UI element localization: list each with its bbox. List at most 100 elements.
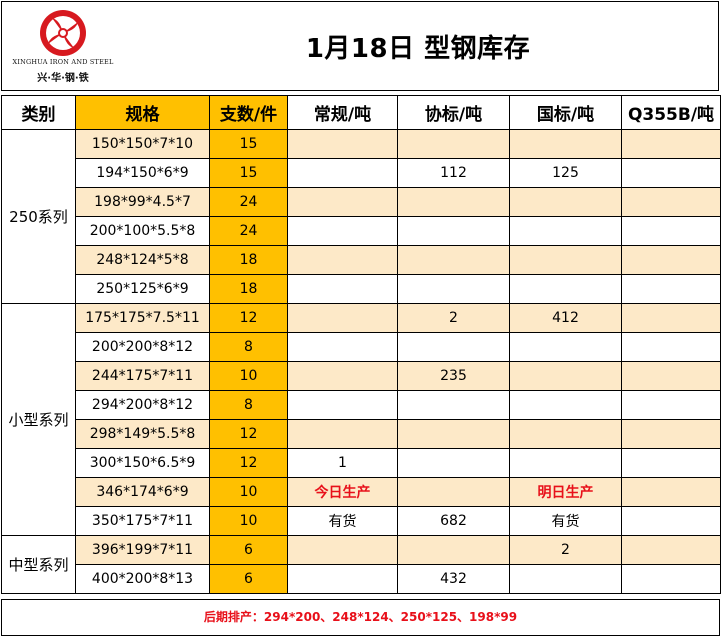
spec-cell: 346*174*6*9 [75, 477, 210, 507]
regular-cell [287, 158, 398, 188]
national-cell: 有货 [509, 506, 622, 536]
table-row: 200*100*5.5*8 24 [2, 216, 721, 246]
qty-cell: 6 [209, 535, 288, 565]
spec-cell: 248*124*5*8 [75, 245, 210, 275]
qty-cell: 10 [209, 506, 288, 536]
regular-cell [287, 564, 398, 594]
category-cell: 小型系列 [1, 303, 76, 536]
qty-cell: 12 [209, 419, 288, 449]
q355b-cell [621, 506, 721, 536]
table-row: 298*149*5.5*8 12 [2, 419, 721, 449]
q355b-cell [621, 158, 721, 188]
q355b-cell [621, 477, 721, 507]
xinghua-logo-icon [40, 10, 86, 56]
page-title: 1月18日 型钢库存 [305, 34, 531, 64]
regular-cell: 今日生产 [287, 477, 398, 507]
regular-cell [287, 303, 398, 333]
association-cell: 432 [397, 564, 510, 594]
header-national: 国标/吨 [509, 95, 622, 130]
q355b-cell [621, 187, 721, 217]
spec-cell: 194*150*6*9 [75, 158, 210, 188]
regular-cell [287, 535, 398, 565]
national-cell: 2 [509, 535, 622, 565]
table-row: 250*125*6*9 18 [2, 274, 721, 304]
national-cell [509, 390, 622, 420]
national-cell [509, 564, 622, 594]
national-cell [509, 129, 622, 159]
regular-cell: 1 [287, 448, 398, 478]
stock-table: 类别 规格 支数/件 常规/吨 协标/吨 国标/吨 Q355B/吨 250系列 1… [1, 95, 721, 594]
qty-cell: 18 [209, 274, 288, 304]
national-cell [509, 332, 622, 362]
national-cell [509, 187, 622, 217]
regular-cell [287, 187, 398, 217]
logo-english-text: XINGHUA IRON AND STEEL [12, 58, 114, 66]
qty-cell: 15 [209, 158, 288, 188]
spec-cell: 175*175*7.5*11 [75, 303, 210, 333]
sheet-header: XINGHUA IRON AND STEEL 兴·华·钢·铁 1月18日 型钢库… [1, 1, 719, 91]
table-row: 400*200*8*13 6 432 [2, 564, 721, 594]
association-cell: 682 [397, 506, 510, 536]
qty-cell: 24 [209, 187, 288, 217]
header-q355b: Q355B/吨 [621, 95, 721, 130]
qty-cell: 24 [209, 216, 288, 246]
q355b-cell [621, 361, 721, 391]
q355b-cell [621, 564, 721, 594]
xinghua-logo: XINGHUA IRON AND STEEL 兴·华·钢·铁 [8, 6, 118, 88]
table-row: 小型系列 175*175*7.5*11 12 2 412 [1, 303, 721, 536]
q355b-cell [621, 129, 721, 159]
association-cell [397, 187, 510, 217]
table-body: 250系列 150*150*7*10 15 194*150*6*9 15 112 125 19… [1, 129, 721, 594]
qty-cell: 18 [209, 245, 288, 275]
spec-cell: 200*200*8*12 [75, 332, 210, 362]
regular-cell [287, 390, 398, 420]
national-cell [509, 361, 622, 391]
spec-cell: 198*99*4.5*7 [75, 187, 210, 217]
spec-cell: 298*149*5.5*8 [75, 419, 210, 449]
association-cell [397, 245, 510, 275]
q355b-cell [621, 390, 721, 420]
header-category: 类别 [1, 95, 76, 130]
q355b-cell [621, 303, 721, 333]
spec-cell: 396*199*7*11 [75, 535, 210, 565]
category-cell: 中型系列 [1, 535, 76, 594]
regular-cell [287, 129, 398, 159]
q355b-cell [621, 332, 721, 362]
table-row: 250系列 150*150*7*10 15 [1, 129, 721, 304]
q355b-cell [621, 274, 721, 304]
q355b-cell [621, 535, 721, 565]
table-row: 200*200*8*12 8 [2, 332, 721, 362]
spec-cell: 244*175*7*11 [75, 361, 210, 391]
association-cell: 2 [397, 303, 510, 333]
association-cell [397, 332, 510, 362]
regular-cell [287, 361, 398, 391]
header-spec: 规格 [75, 95, 210, 130]
qty-cell: 12 [209, 448, 288, 478]
qty-cell: 10 [209, 361, 288, 391]
national-cell [509, 274, 622, 304]
association-cell [397, 216, 510, 246]
q355b-cell [621, 216, 721, 246]
national-cell: 125 [509, 158, 622, 188]
header-association: 协标/吨 [397, 95, 510, 130]
spec-cell: 300*150*6.5*9 [75, 448, 210, 478]
logo-chinese-text: 兴·华·钢·铁 [37, 73, 89, 84]
qty-cell: 8 [209, 332, 288, 362]
national-cell [509, 245, 622, 275]
spec-cell: 350*175*7*11 [75, 506, 210, 536]
national-cell [509, 419, 622, 449]
qty-cell: 10 [209, 477, 288, 507]
header-regular: 常规/吨 [287, 95, 398, 130]
association-cell [397, 535, 510, 565]
national-cell: 412 [509, 303, 622, 333]
q355b-cell [621, 245, 721, 275]
regular-cell [287, 216, 398, 246]
spec-cell: 150*150*7*10 [75, 129, 210, 159]
future-production-note: 后期排产：294*200、248*124、250*125、198*99 [1, 599, 720, 636]
q355b-cell [621, 419, 721, 449]
national-cell: 明日生产 [509, 477, 622, 507]
national-cell [509, 216, 622, 246]
table-row: 194*150*6*9 15 112 125 [2, 158, 721, 188]
header-qty: 支数/件 [209, 95, 288, 130]
